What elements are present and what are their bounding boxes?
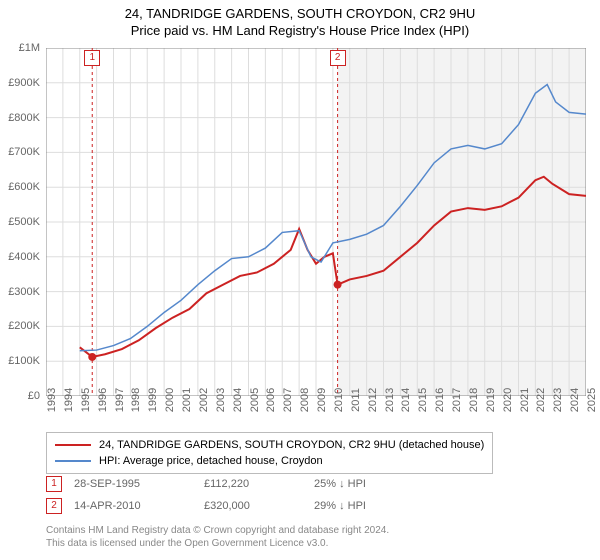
x-axis-label: 1993 xyxy=(46,388,58,412)
chart-plot-area: £0£100K£200K£300K£400K£500K£600K£700K£80… xyxy=(46,48,586,396)
x-axis-label: 2015 xyxy=(417,388,429,412)
attribution-footer: Contains HM Land Registry data © Crown c… xyxy=(46,524,389,550)
x-axis-label: 2019 xyxy=(485,388,497,412)
x-axis-label: 1995 xyxy=(80,388,92,412)
y-axis-label: £200K xyxy=(8,320,40,332)
x-axis-label: 2013 xyxy=(384,388,396,412)
x-axis-label: 2024 xyxy=(569,388,581,412)
legend-swatch xyxy=(55,460,91,462)
x-axis-label: 1999 xyxy=(147,388,159,412)
y-axis-label: £400K xyxy=(8,251,40,263)
x-axis-label: 2008 xyxy=(299,388,311,412)
legend-swatch xyxy=(55,444,91,446)
x-axis-label: 1998 xyxy=(130,388,142,412)
x-axis-label: 2005 xyxy=(249,388,261,412)
x-axis-label: 2021 xyxy=(519,388,531,412)
chart-subtitle: Price paid vs. HM Land Registry's House … xyxy=(0,23,600,38)
x-axis-label: 2006 xyxy=(265,388,277,412)
sale-marker-box: 2 xyxy=(46,498,62,514)
x-axis-label: 2018 xyxy=(468,388,480,412)
x-axis-label: 2009 xyxy=(316,388,328,412)
sale-date: 14-APR-2010 xyxy=(74,500,204,512)
sale-price: £112,220 xyxy=(204,478,314,490)
x-axis-label: 2000 xyxy=(164,388,176,412)
x-axis-label: 2007 xyxy=(282,388,294,412)
x-axis-label: 2017 xyxy=(451,388,463,412)
x-axis-label: 1997 xyxy=(114,388,126,412)
legend: 24, TANDRIDGE GARDENS, SOUTH CROYDON, CR… xyxy=(46,432,493,474)
x-axis-label: 2010 xyxy=(333,388,345,412)
sale-marker-2: 2 xyxy=(330,50,346,66)
x-axis-label: 2022 xyxy=(535,388,547,412)
x-axis-label: 1994 xyxy=(63,388,75,412)
sale-marker-box: 1 xyxy=(46,476,62,492)
sale-date: 28-SEP-1995 xyxy=(74,478,204,490)
x-axis-label: 2025 xyxy=(586,388,598,412)
y-axis-label: £800K xyxy=(8,112,40,124)
x-axis-label: 2016 xyxy=(434,388,446,412)
y-axis-label: £500K xyxy=(8,216,40,228)
legend-item: 24, TANDRIDGE GARDENS, SOUTH CROYDON, CR… xyxy=(55,437,484,453)
legend-item: HPI: Average price, detached house, Croy… xyxy=(55,453,484,469)
x-axis-label: 2001 xyxy=(181,388,193,412)
y-axis-label: £0 xyxy=(28,390,40,402)
sale-marker-1: 1 xyxy=(84,50,100,66)
sale-diff: 25% ↓ HPI xyxy=(314,478,424,490)
x-axis-label: 2012 xyxy=(367,388,379,412)
y-axis-label: £100K xyxy=(8,355,40,367)
sale-diff: 29% ↓ HPI xyxy=(314,500,424,512)
chart-svg xyxy=(46,48,586,396)
x-axis-label: 2014 xyxy=(400,388,412,412)
x-axis-label: 1996 xyxy=(97,388,109,412)
y-axis-label: £700K xyxy=(8,146,40,158)
x-axis-label: 2023 xyxy=(552,388,564,412)
sales-data: 1 28-SEP-1995£112,22025% ↓ HPI 2 14-APR-201… xyxy=(46,476,424,520)
x-axis-label: 2011 xyxy=(350,388,362,412)
y-axis-label: £300K xyxy=(8,286,40,298)
sale-row: 2 14-APR-2010£320,00029% ↓ HPI xyxy=(46,498,424,514)
y-axis-label: £900K xyxy=(8,77,40,89)
x-axis-label: 2002 xyxy=(198,388,210,412)
footer-line-1: Contains HM Land Registry data © Crown c… xyxy=(46,524,389,537)
sale-row: 1 28-SEP-1995£112,22025% ↓ HPI xyxy=(46,476,424,492)
chart-title: 24, TANDRIDGE GARDENS, SOUTH CROYDON, CR… xyxy=(0,6,600,21)
footer-line-2: This data is licensed under the Open Gov… xyxy=(46,537,389,550)
x-axis-label: 2003 xyxy=(215,388,227,412)
y-axis-label: £1M xyxy=(19,42,40,54)
legend-label: 24, TANDRIDGE GARDENS, SOUTH CROYDON, CR… xyxy=(99,437,484,453)
legend-label: HPI: Average price, detached house, Croy… xyxy=(99,453,323,469)
sale-price: £320,000 xyxy=(204,500,314,512)
x-axis-label: 2004 xyxy=(232,388,244,412)
y-axis-label: £600K xyxy=(8,181,40,193)
x-axis-label: 2020 xyxy=(502,388,514,412)
